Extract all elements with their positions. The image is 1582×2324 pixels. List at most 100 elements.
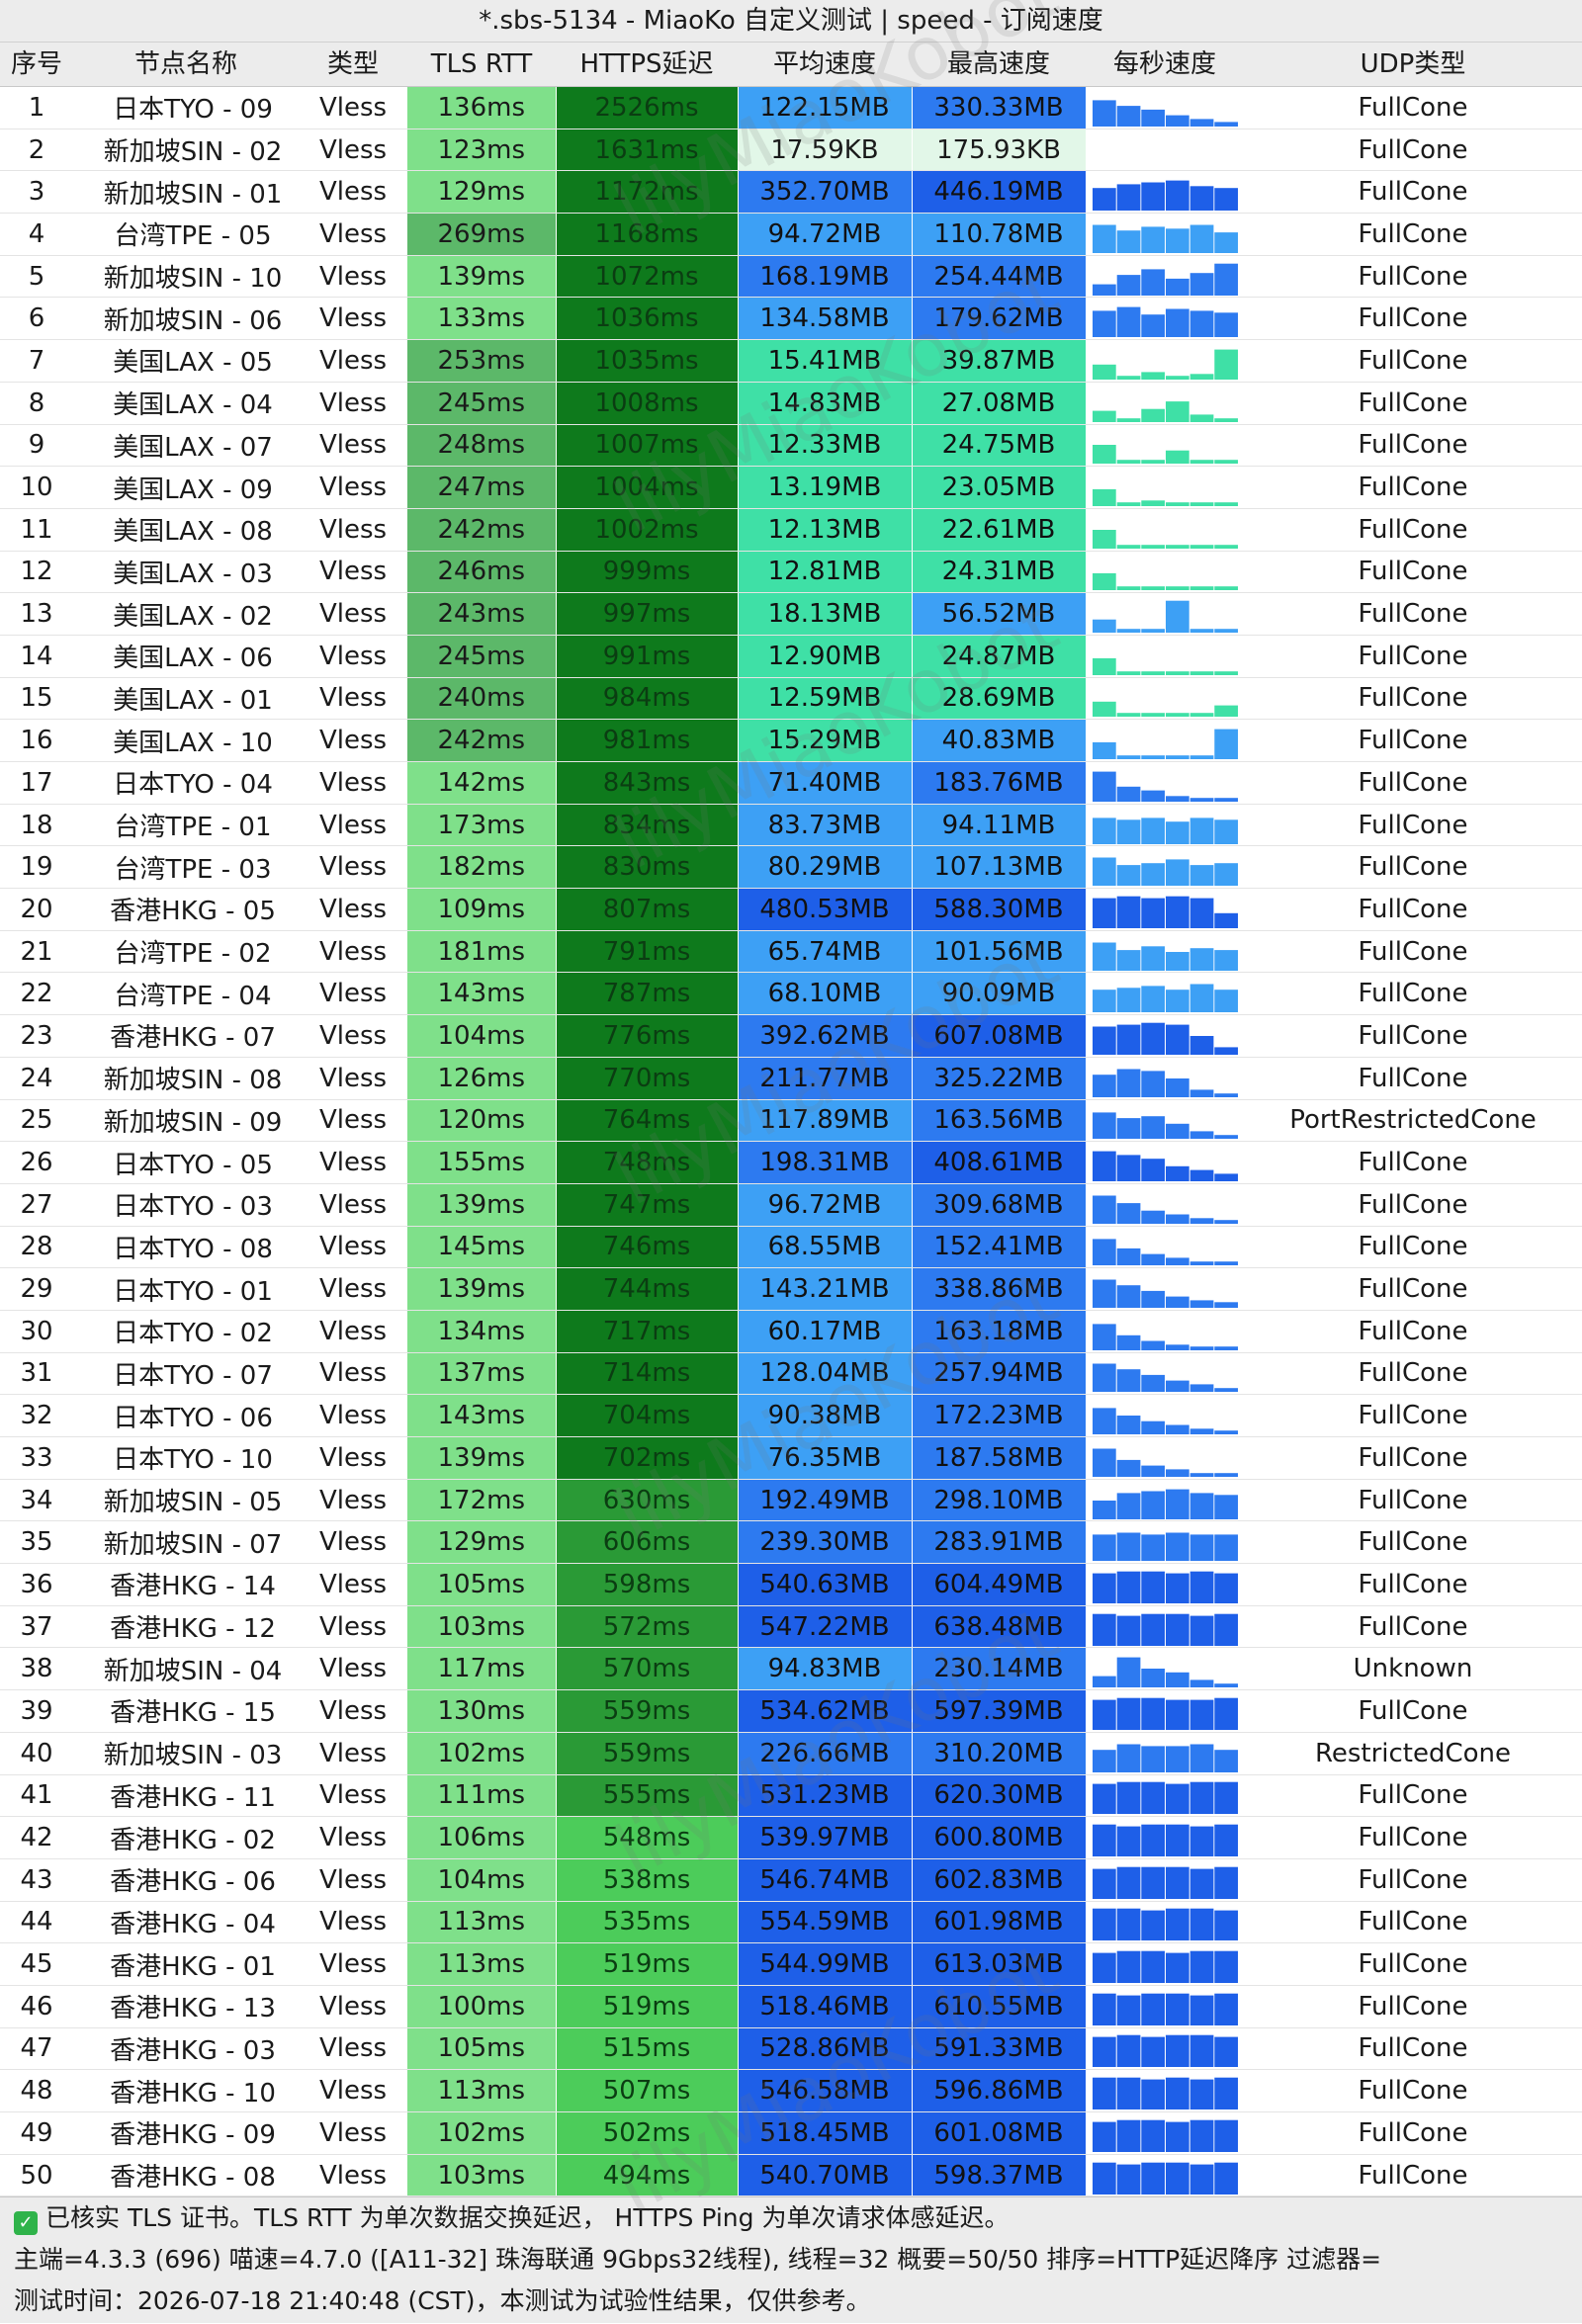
col-header-avg-speed[interactable]: 平均速度 <box>772 49 876 79</box>
speed-sparkline-chart <box>1092 263 1238 296</box>
cell-protocol-type: Vless <box>299 508 407 552</box>
table-row[interactable]: 13 美国LAX - 02 Vless 243ms 997ms 18.13MB 56.52M… <box>0 592 1582 636</box>
table-row[interactable]: 50 香港HKG - 08 Vless 103ms 494ms 540.70MB 598.3… <box>0 2154 1582 2197</box>
sparkline-bar <box>1189 629 1213 634</box>
table-row[interactable]: 3 新加坡SIN - 01 Vless 129ms 1172ms 352.70MB 446.… <box>0 170 1582 215</box>
col-header-index[interactable]: 序号 <box>10 49 62 79</box>
sparkline-bar <box>1189 224 1213 253</box>
table-row[interactable]: 34 新加坡SIN - 05 Vless 172ms 630ms 192.49MB 298.… <box>0 1479 1582 1522</box>
cell-speed-sparkline <box>1086 1226 1244 1269</box>
sparkline-bar <box>1092 898 1116 928</box>
table-row[interactable]: 15 美国LAX - 01 Vless 240ms 984ms 12.59MB 28.69M… <box>0 677 1582 721</box>
sparkline-bar <box>1116 184 1140 212</box>
col-header-tls-rtt[interactable]: TLS RTT <box>430 49 533 79</box>
table-row[interactable]: 41 香港HKG - 11 Vless 111ms 555ms 531.23MB 620.3… <box>0 1774 1582 1818</box>
sparkline-bar <box>1116 1416 1140 1435</box>
table-row[interactable]: 44 香港HKG - 04 Vless 113ms 535ms 554.59MB 601.9… <box>0 1901 1582 1944</box>
table-row[interactable]: 47 香港HKG - 03 Vless 105ms 515ms 528.86MB 591.3… <box>0 2027 1582 2071</box>
cell-protocol-type: Vless <box>299 845 407 890</box>
table-row[interactable]: 33 日本TYO - 10 Vless 139ms 702ms 76.35MB 187.58… <box>0 1436 1582 1480</box>
table-row[interactable]: 14 美国LAX - 06 Vless 245ms 991ms 12.90MB 24.87M… <box>0 635 1582 678</box>
footer: ✓ 已核实 TLS 证书。TLS RTT 为单次数据交换延迟， HTTPS Pin… <box>0 2196 1582 2324</box>
table-row[interactable]: 30 日本TYO - 02 Vless 134ms 717ms 60.17MB 163.18… <box>0 1310 1582 1353</box>
cell-index: 10 <box>0 466 73 509</box>
table-row[interactable]: 36 香港HKG - 14 Vless 105ms 598ms 540.63MB 604.4… <box>0 1563 1582 1606</box>
cell-node-name: 美国LAX - 10 <box>73 719 299 762</box>
table-row[interactable]: 49 香港HKG - 09 Vless 102ms 502ms 518.45MB 601.0… <box>0 2111 1582 2155</box>
cell-tls-rtt: 269ms <box>407 213 557 256</box>
table-row[interactable]: 28 日本TYO - 08 Vless 145ms 746ms 68.55MB 152.41… <box>0 1226 1582 1269</box>
cell-index: 45 <box>0 1942 73 1986</box>
sparkline-bar <box>1140 817 1165 844</box>
table-row[interactable]: 12 美国LAX - 03 Vless 246ms 999ms 12.81MB 24.31M… <box>0 551 1582 594</box>
cell-index: 9 <box>0 424 73 468</box>
table-row[interactable]: 29 日本TYO - 01 Vless 139ms 744ms 143.21MB 338.8… <box>0 1267 1582 1311</box>
table-row[interactable]: 46 香港HKG - 13 Vless 100ms 519ms 518.46MB 610.5… <box>0 1985 1582 2028</box>
cell-tls-rtt: 105ms <box>407 2027 557 2071</box>
table-row[interactable]: 22 台湾TPE - 04 Vless 143ms 787ms 68.10MB 90.09M… <box>0 972 1582 1016</box>
table-row[interactable]: 7 美国LAX - 05 Vless 253ms 1035ms 15.41MB 39.87M… <box>0 339 1582 383</box>
table-row[interactable]: 10 美国LAX - 09 Vless 247ms 1004ms 13.19MB 23.05… <box>0 466 1582 509</box>
table-row[interactable]: 45 香港HKG - 01 Vless 113ms 519ms 544.99MB 613.0… <box>0 1942 1582 1986</box>
sparkline-bar <box>1116 896 1140 928</box>
table-row[interactable]: 38 新加坡SIN - 04 Vless 117ms 570ms 94.83MB 230.1… <box>0 1647 1582 1691</box>
sparkline-bar <box>1213 729 1238 760</box>
table-row[interactable]: 11 美国LAX - 08 Vless 242ms 1002ms 12.13MB 22.61… <box>0 508 1582 552</box>
table-row[interactable]: 5 新加坡SIN - 10 Vless 139ms 1072ms 168.19MB 254.… <box>0 255 1582 299</box>
table-row[interactable]: 31 日本TYO - 07 Vless 137ms 714ms 128.04MB 257.9… <box>0 1352 1582 1396</box>
table-row[interactable]: 4 台湾TPE - 05 Vless 269ms 1168ms 94.72MB 110.78… <box>0 213 1582 256</box>
cell-avg-speed: 226.66MB <box>738 1732 913 1775</box>
sparkline-bar <box>1140 629 1165 634</box>
cell-protocol-type: Vless <box>299 1352 407 1396</box>
table-row[interactable]: 19 台湾TPE - 03 Vless 182ms 830ms 80.29MB 107.13… <box>0 845 1582 890</box>
table-row[interactable]: 21 台湾TPE - 02 Vless 181ms 791ms 65.74MB 101.56… <box>0 930 1582 974</box>
sparkline-bar <box>1116 865 1140 887</box>
table-row[interactable]: 37 香港HKG - 12 Vless 103ms 572ms 547.22MB 638.4… <box>0 1605 1582 1649</box>
table-row[interactable]: 8 美国LAX - 04 Vless 245ms 1008ms 14.83MB 27.08M… <box>0 382 1582 425</box>
sparkline-bar <box>1140 1911 1165 1941</box>
table-row[interactable]: 48 香港HKG - 10 Vless 113ms 507ms 546.58MB 596.8… <box>0 2069 1582 2112</box>
col-header-name[interactable]: 节点名称 <box>133 49 237 79</box>
table-row[interactable]: 1 日本TYO - 09 Vless 136ms 2526ms 122.15MB 330.3… <box>0 87 1582 129</box>
table-row[interactable]: 32 日本TYO - 06 Vless 143ms 704ms 90.38MB 172.23… <box>0 1394 1582 1437</box>
col-header-per-second-speed[interactable]: 每秒速度 <box>1112 49 1216 79</box>
col-header-udp-type[interactable]: UDP类型 <box>1360 49 1466 79</box>
table-row[interactable]: 23 香港HKG - 07 Vless 104ms 776ms 392.62MB 607.0… <box>0 1014 1582 1058</box>
cell-tls-rtt: 242ms <box>407 719 557 762</box>
table-row[interactable]: 18 台湾TPE - 01 Vless 173ms 834ms 83.73MB 94.11M… <box>0 804 1582 847</box>
cell-index: 50 <box>0 2154 73 2197</box>
cell-udp-type: FullCone <box>1244 1901 1582 1944</box>
table-row[interactable]: 26 日本TYO - 05 Vless 155ms 748ms 198.31MB 408.6… <box>0 1141 1582 1184</box>
cell-speed-sparkline <box>1086 2154 1244 2197</box>
table-row[interactable]: 2 新加坡SIN - 02 Vless 123ms 1631ms 17.59KB 175.9… <box>0 129 1582 172</box>
table-row[interactable]: 20 香港HKG - 05 Vless 109ms 807ms 480.53MB 588.3… <box>0 888 1582 931</box>
sparkline-bar <box>1140 1290 1165 1309</box>
speed-sparkline-chart <box>1092 224 1238 253</box>
sparkline-bar <box>1092 445 1116 465</box>
table-row[interactable]: 43 香港HKG - 06 Vless 104ms 538ms 546.74MB 602.8… <box>0 1858 1582 1902</box>
cell-avg-speed: 12.13MB <box>738 508 913 552</box>
table-row[interactable]: 9 美国LAX - 07 Vless 248ms 1007ms 12.33MB 24.75M… <box>0 424 1582 468</box>
table-row[interactable]: 27 日本TYO - 03 Vless 139ms 747ms 96.72MB 309.68… <box>0 1183 1582 1227</box>
sparkline-bar <box>1189 947 1213 971</box>
cell-avg-speed: 480.53MB <box>738 888 913 931</box>
footer-test-time: 测试时间：2026-07-18 21:40:48 (CST)，本测试为试验性结果… <box>14 2286 871 2316</box>
table-row[interactable]: 17 日本TYO - 04 Vless 142ms 843ms 71.40MB 183.76… <box>0 761 1582 805</box>
table-row[interactable]: 39 香港HKG - 15 Vless 130ms 559ms 534.62MB 597.3… <box>0 1689 1582 1733</box>
cell-tls-rtt: 129ms <box>407 1520 557 1565</box>
col-header-https-latency[interactable]: HTTPS延迟 <box>579 49 714 79</box>
table-row[interactable]: 25 新加坡SIN - 09 Vless 120ms 764ms 117.89MB 163.… <box>0 1099 1582 1143</box>
table-row[interactable]: 35 新加坡SIN - 07 Vless 129ms 606ms 239.30MB 283.… <box>0 1520 1582 1565</box>
col-header-type[interactable]: 类型 <box>326 49 379 79</box>
cell-https-latency: 1168ms <box>556 213 739 256</box>
sparkline-bar <box>1116 2077 1140 2110</box>
table-row[interactable]: 16 美国LAX - 10 Vless 242ms 981ms 15.29MB 40.83M… <box>0 719 1582 762</box>
cell-tls-rtt: 137ms <box>407 1352 557 1396</box>
table-row[interactable]: 24 新加坡SIN - 08 Vless 126ms 770ms 211.77MB 325.… <box>0 1057 1582 1100</box>
col-header-max-speed[interactable]: 最高速度 <box>946 49 1050 79</box>
cell-protocol-type: Vless <box>299 1183 407 1227</box>
table-row[interactable]: 42 香港HKG - 02 Vless 106ms 548ms 539.97MB 600.8… <box>0 1816 1582 1859</box>
table-row[interactable]: 6 新加坡SIN - 06 Vless 133ms 1036ms 134.58MB 179.… <box>0 297 1582 341</box>
sparkline-bar <box>1092 857 1116 887</box>
table-row[interactable]: 40 新加坡SIN - 03 Vless 102ms 559ms 226.66MB 310.… <box>0 1732 1582 1775</box>
